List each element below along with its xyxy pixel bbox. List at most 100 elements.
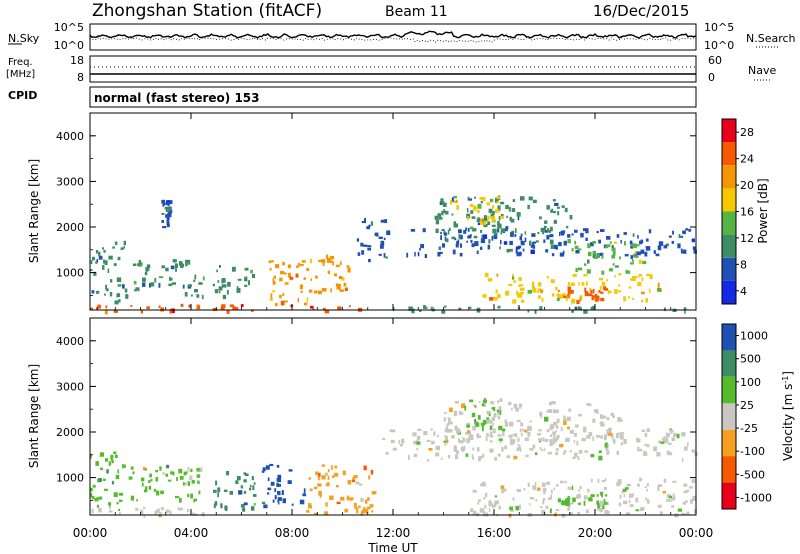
heatmap-cell [213, 489, 217, 493]
heatmap-cell [532, 244, 536, 249]
heatmap-cell [548, 497, 552, 501]
heatmap-cell [480, 238, 486, 244]
heatmap-cell [618, 273, 622, 276]
heatmap-cell [433, 431, 436, 436]
heatmap-cell [587, 243, 591, 249]
heatmap-cell [549, 508, 552, 514]
heatmap-cell [603, 499, 606, 503]
heatmap-cell [479, 508, 485, 513]
heatmap-cell [184, 292, 188, 297]
heatmap-cell [482, 453, 485, 458]
heatmap-cell [401, 438, 405, 444]
heatmap-cell [317, 475, 320, 481]
heatmap-cell [570, 289, 574, 294]
heatmap-cell [399, 443, 403, 447]
heatmap-cell [105, 305, 108, 309]
heatmap-cell [306, 297, 309, 303]
heatmap-cell [156, 490, 160, 496]
heatmap-cell [536, 290, 540, 293]
heatmap-cell [646, 482, 649, 487]
heatmap-cell [382, 437, 386, 440]
heatmap-cell [324, 309, 330, 314]
heatmap-cell [535, 452, 538, 456]
heatmap-cell [584, 291, 589, 297]
heatmap-cell [243, 502, 248, 506]
heatmap-cell [366, 506, 371, 510]
heatmap-cell [452, 249, 456, 255]
heatmap-cell [446, 423, 450, 426]
heatmap-cell [140, 309, 143, 314]
heatmap-region [482, 272, 662, 304]
heatmap-cell [313, 512, 318, 516]
heatmap-cell [447, 229, 450, 235]
heatmap-cell [520, 240, 525, 246]
heatmap-cell [446, 439, 449, 444]
heatmap-cell [492, 211, 495, 215]
heatmap-cell [378, 253, 382, 256]
heatmap-cell [565, 502, 570, 506]
heatmap-cell [556, 418, 560, 424]
heatmap-cell [552, 409, 556, 414]
heatmap-cell [481, 234, 483, 239]
heatmap-cell [500, 214, 504, 217]
heatmap-cell [563, 295, 567, 299]
cpid-value: normal (fast stereo) 153 [94, 91, 260, 105]
heatmap-cell [588, 251, 592, 257]
heatmap-cell [236, 288, 241, 293]
heatmap-cell [113, 263, 117, 266]
heatmap-cell [220, 306, 225, 311]
heatmap-cell [606, 417, 610, 421]
heatmap-cell [477, 222, 481, 225]
colorbar-tick-label: -100 [740, 445, 765, 458]
heatmap-cell [440, 457, 443, 460]
heatmap-cell [591, 295, 595, 301]
heatmap-cell [482, 294, 487, 298]
heatmap-cell [411, 308, 415, 314]
heatmap-cell [590, 289, 593, 294]
heatmap-cell [160, 506, 164, 511]
heatmap-cell [486, 432, 489, 437]
heatmap-cell [504, 421, 509, 427]
heatmap-cell [277, 491, 281, 495]
heatmap-cell [240, 304, 244, 307]
heatmap-cell [546, 235, 550, 240]
heatmap-cell [280, 300, 285, 306]
heatmap-cell [577, 493, 581, 499]
heatmap-cell [116, 293, 121, 297]
heatmap-cell [444, 436, 447, 441]
heatmap-cell [508, 284, 513, 287]
heatmap-cell [613, 241, 617, 244]
x-tick-label: 00:00 [679, 526, 714, 540]
heatmap-cell [197, 480, 200, 484]
heatmap-cell [99, 452, 104, 457]
heatmap-cell [616, 450, 619, 455]
heatmap-cell [361, 250, 365, 255]
heatmap-cell [149, 283, 152, 288]
heatmap-cell [561, 500, 565, 506]
heatmap-cell [414, 252, 416, 257]
heatmap-cell [368, 475, 371, 480]
heatmap-cell [636, 251, 641, 256]
heatmap-cell [155, 477, 159, 482]
heatmap-cell [577, 512, 581, 515]
heatmap-cell [584, 263, 587, 266]
heatmap-cell [117, 469, 119, 474]
heatmap-cell [600, 435, 603, 439]
heatmap-cell [500, 201, 505, 205]
heatmap-cell [110, 279, 113, 283]
heatmap-cell [466, 240, 468, 243]
heatmap-cell [557, 498, 561, 503]
heatmap-cell [668, 442, 672, 445]
heatmap-cell [572, 497, 576, 503]
heatmap-cell [360, 242, 364, 247]
heatmap-cell [443, 440, 448, 443]
heatmap-cell [249, 484, 252, 488]
heatmap-cell [475, 422, 480, 427]
heatmap-cell [354, 507, 359, 510]
heatmap-cell [417, 428, 422, 432]
heatmap-cell [489, 435, 494, 438]
heatmap-cell [493, 406, 496, 412]
heatmap-cell [632, 243, 635, 246]
heatmap-cell [167, 224, 170, 228]
heatmap-cell [468, 235, 471, 239]
